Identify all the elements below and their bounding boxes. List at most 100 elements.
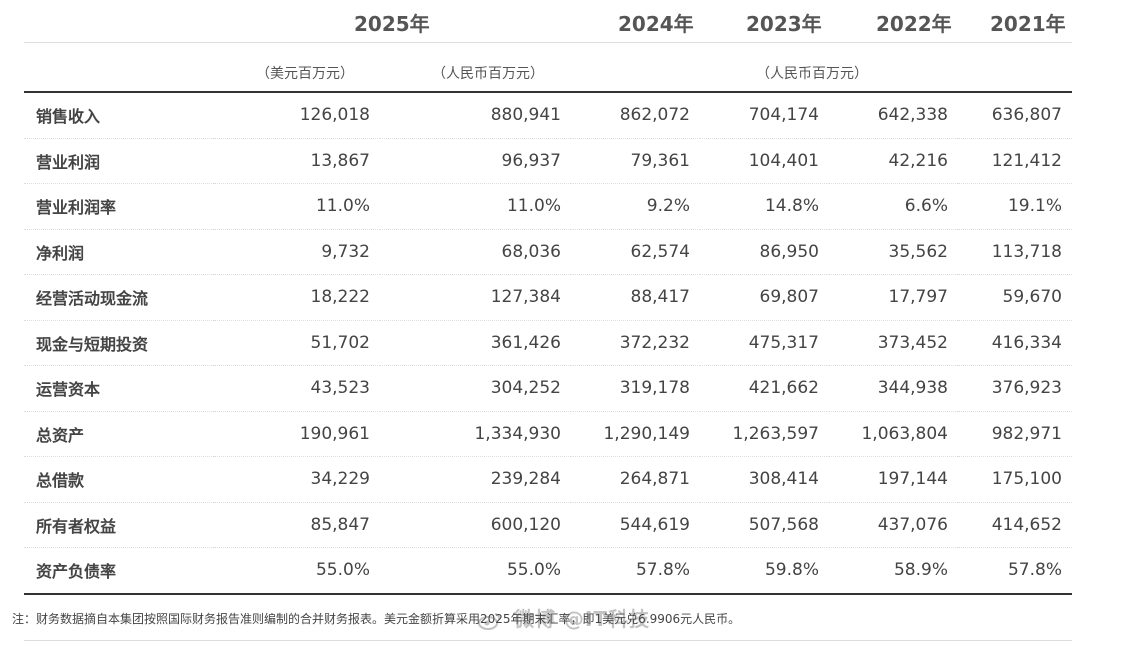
cell-usd2025: 9,732 (214, 229, 380, 275)
cell-usd2025: 11.0% (214, 183, 380, 230)
cell-rmb2025: 239,284 (380, 456, 571, 503)
cell-y2021: 57.8% (958, 547, 1072, 595)
cell-y2022: 42,216 (829, 138, 958, 184)
table-row: 销售收入 126,018 880,941 862,072 704,174 642,338 6… (24, 93, 1072, 139)
table-row: 现金与短期投资 51,702 361,426 372,232 475,317 373,45… (24, 320, 1072, 366)
cell-y2023: 14.8% (700, 183, 829, 230)
cell-y2022: 17,797 (829, 274, 958, 321)
cell-rmb2025: 11.0% (380, 183, 571, 230)
cell-y2024: 544,619 (571, 502, 700, 548)
cell-rmb2025: 96,937 (380, 138, 571, 184)
cell-y2024: 9.2% (571, 183, 700, 230)
cell-usd2025: 55.0% (214, 547, 380, 595)
cell-rmb2025: 55.0% (380, 547, 571, 595)
cell-y2021: 416,334 (958, 320, 1072, 366)
cell-y2024: 264,871 (571, 456, 700, 503)
year-2021-header: 2021年 (990, 12, 1066, 36)
cell-y2022: 197,144 (829, 456, 958, 503)
cell-y2021: 59,670 (958, 274, 1072, 321)
footnote: 注：财务数据摘自本集团按照国际财务报告准则编制的合并财务报表。美元金额折算采用2… (12, 612, 741, 626)
cell-y2021: 636,807 (958, 93, 1072, 139)
cell-usd2025: 190,961 (214, 411, 380, 457)
cell-usd2025: 43,523 (214, 365, 380, 412)
row-label: 所有者权益 (24, 502, 214, 548)
watermark: 微博 @IT科技 (478, 603, 650, 632)
row-label: 总资产 (24, 411, 214, 457)
cell-rmb2025: 304,252 (380, 365, 571, 412)
cell-rmb2025: 600,120 (380, 502, 571, 548)
financial-data-table: 销售收入 126,018 880,941 862,072 704,174 642,338 6… (24, 93, 1072, 595)
cell-y2023: 86,950 (700, 229, 829, 275)
table-row: 总借款 34,229 239,284 264,871 308,414 197,144 175… (24, 456, 1072, 503)
watermark-text: 微博 @IT科技 (513, 607, 651, 631)
cell-y2022: 344,938 (829, 365, 958, 412)
unit-header-row: （美元百万元） （人民币百万元） （人民币百万元） (24, 43, 1072, 93)
cell-y2024: 62,574 (571, 229, 700, 275)
cell-y2024: 88,417 (571, 274, 700, 321)
year-2023-header: 2023年 (746, 12, 822, 36)
cell-y2021: 19.1% (958, 183, 1072, 230)
cell-y2022: 642,338 (829, 93, 958, 139)
table-row: 净利润 9,732 68,036 62,574 86,950 35,562 113,718 (24, 229, 1072, 275)
row-label: 营业利润 (24, 138, 214, 184)
cell-y2023: 704,174 (700, 93, 829, 139)
unit-rmb-2025-label: （人民币百万元） (432, 66, 544, 82)
table-row: 总资产 190,961 1,334,930 1,290,149 1,263,597 1,0… (24, 411, 1072, 457)
year-2024-header: 2024年 (618, 12, 694, 36)
year-header-row: 2025年 2024年 2023年 2022年 2021年 (24, 0, 1072, 43)
cell-y2023: 69,807 (700, 274, 829, 321)
financial-table-container: 2025年 2024年 2023年 2022年 2021年 （美元百万元） （人… (24, 0, 1072, 595)
cell-rmb2025: 361,426 (380, 320, 571, 366)
cell-y2023: 475,317 (700, 320, 829, 366)
cell-usd2025: 85,847 (214, 502, 380, 548)
cell-usd2025: 34,229 (214, 456, 380, 503)
unit-rmb-history-label: （人民币百万元） (756, 66, 868, 82)
year-2025-header: 2025年 (354, 12, 430, 36)
cell-y2021: 113,718 (958, 229, 1072, 275)
cell-y2023: 104,401 (700, 138, 829, 184)
cell-y2024: 1,290,149 (571, 411, 700, 457)
row-label: 营业利润率 (24, 183, 214, 230)
cell-y2021: 175,100 (958, 456, 1072, 503)
cell-rmb2025: 127,384 (380, 274, 571, 321)
table-row: 运营资本 43,523 304,252 319,178 421,662 344,938 37… (24, 365, 1072, 412)
row-label: 销售收入 (24, 93, 214, 139)
cell-y2022: 373,452 (829, 320, 958, 366)
cell-y2022: 35,562 (829, 229, 958, 275)
cell-y2022: 58.9% (829, 547, 958, 595)
cell-y2022: 6.6% (829, 183, 958, 230)
cell-y2024: 862,072 (571, 93, 700, 139)
table-row: 资产负债率 55.0% 55.0% 57.8% 59.8% 58.9% 57.8% (24, 547, 1072, 595)
weibo-logo-icon (478, 612, 501, 630)
row-label: 经营活动现金流 (24, 274, 214, 321)
year-2022-header: 2022年 (876, 12, 952, 36)
cell-y2024: 372,232 (571, 320, 700, 366)
cell-y2024: 57.8% (571, 547, 700, 595)
row-label: 运营资本 (24, 365, 214, 412)
cell-y2021: 121,412 (958, 138, 1072, 184)
cell-y2023: 59.8% (700, 547, 829, 595)
cell-y2023: 421,662 (700, 365, 829, 412)
table-row: 经营活动现金流 18,222 127,384 88,417 69,807 17,797 59… (24, 274, 1072, 321)
bottom-divider (24, 640, 1072, 641)
cell-y2022: 437,076 (829, 502, 958, 548)
cell-rmb2025: 68,036 (380, 229, 571, 275)
row-label: 净利润 (24, 229, 214, 275)
unit-usd-label: （美元百万元） (256, 66, 354, 82)
table-row: 营业利润 13,867 96,937 79,361 104,401 42,216 121,4… (24, 138, 1072, 184)
cell-usd2025: 18,222 (214, 274, 380, 321)
row-label: 总借款 (24, 456, 214, 503)
cell-y2023: 507,568 (700, 502, 829, 548)
cell-y2021: 376,923 (958, 365, 1072, 412)
cell-usd2025: 126,018 (214, 93, 380, 139)
cell-y2024: 79,361 (571, 138, 700, 184)
table-row: 所有者权益 85,847 600,120 544,619 507,568 437,076 4… (24, 502, 1072, 548)
cell-y2022: 1,063,804 (829, 411, 958, 457)
cell-y2023: 308,414 (700, 456, 829, 503)
cell-y2024: 319,178 (571, 365, 700, 412)
cell-rmb2025: 1,334,930 (380, 411, 571, 457)
cell-y2023: 1,263,597 (700, 411, 829, 457)
row-label: 现金与短期投资 (24, 320, 214, 366)
cell-usd2025: 13,867 (214, 138, 380, 184)
cell-rmb2025: 880,941 (380, 93, 571, 139)
